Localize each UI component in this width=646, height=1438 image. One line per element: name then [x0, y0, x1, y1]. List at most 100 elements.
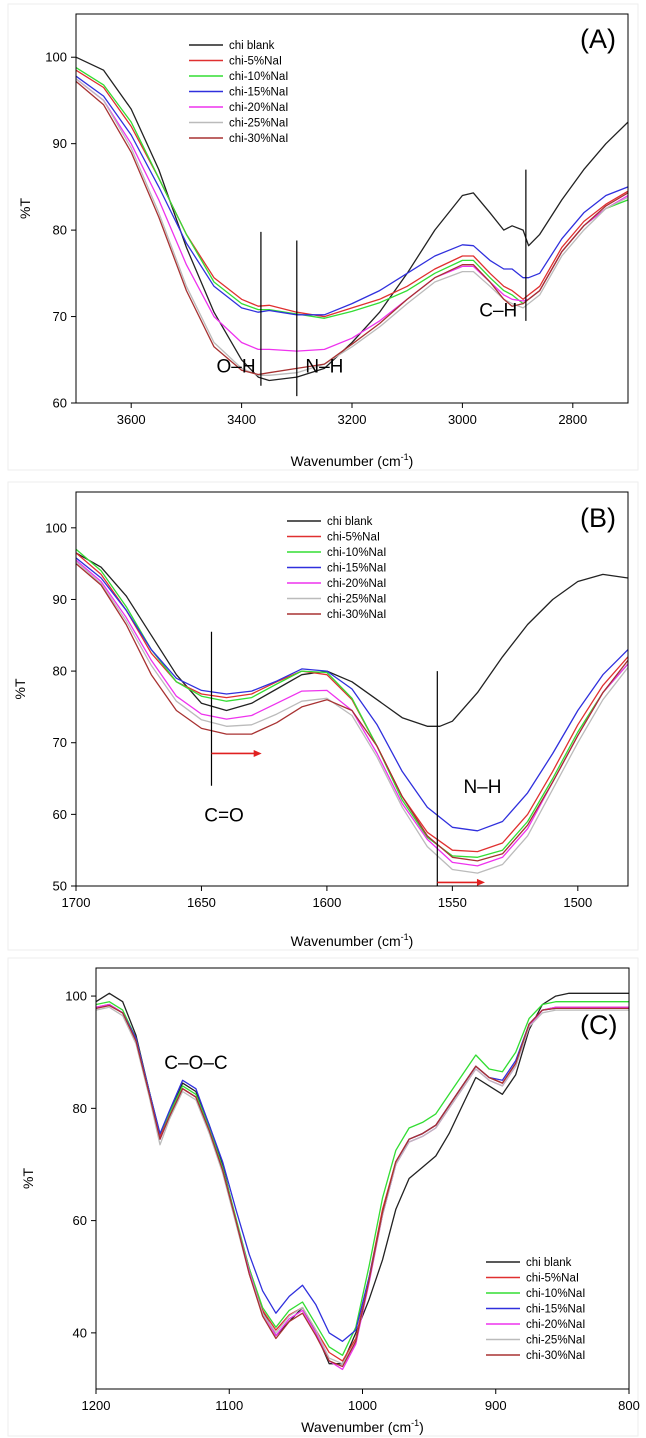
- x-tick-label: 1650: [187, 895, 216, 910]
- series-line-5: [76, 561, 628, 874]
- x-axis-label-superscript: -1: [401, 452, 409, 462]
- legend-label: chi-5%NaI: [327, 532, 380, 544]
- panel-label: (A): [580, 24, 616, 54]
- x-tick-label: 1200: [82, 1398, 111, 1413]
- legend-label: chi-30%NaI: [526, 1350, 585, 1362]
- series-line-0: [76, 552, 628, 727]
- legend-label: chi-30%NaI: [229, 133, 288, 145]
- y-tick-label: 100: [45, 50, 67, 65]
- legend-label: chi-10%NaI: [526, 1288, 585, 1300]
- x-tick-label: 3400: [227, 412, 256, 427]
- y-tick-label: 40: [73, 1325, 87, 1340]
- x-axis-label: Wavenumber (cm-1): [301, 1418, 424, 1435]
- series-line-5: [76, 78, 628, 376]
- y-tick-label: 60: [53, 807, 67, 822]
- y-tick-label: 50: [53, 879, 67, 894]
- peak-annotation-0: C=O: [204, 806, 244, 827]
- chart-panel-1: 1700 1650 1600 1550 1500 50 60 70 80 90 100 Wavenum…: [7, 481, 639, 951]
- y-tick-label: 100: [65, 989, 87, 1004]
- panel-background: [7, 3, 639, 471]
- chart-panel-0: 3600 3400 3200 3000 2800 60 70 80 90 100 Wavenumbe…: [7, 3, 639, 471]
- legend-label: chi-25%NaI: [327, 594, 386, 606]
- x-tick-label: 3000: [448, 412, 477, 427]
- y-tick-label: 90: [53, 592, 67, 607]
- y-tick-label: 80: [53, 223, 67, 238]
- x-axis-label: Wavenumber (cm-1): [291, 452, 414, 469]
- peak-annotation-0: O–H: [217, 357, 256, 378]
- legend-label: chi-5%NaI: [526, 1273, 579, 1285]
- peak-annotation-1: N–H: [305, 357, 343, 378]
- x-axis-label-text: Wavenumber (cm: [291, 933, 401, 949]
- series-group: [96, 992, 629, 1371]
- legend-label: chi blank: [327, 516, 373, 528]
- legend-label: chi-25%NaI: [229, 118, 288, 130]
- series-line-6: [76, 80, 628, 376]
- x-tick-label: 800: [618, 1398, 640, 1413]
- legend-label: chi-20%NaI: [229, 102, 288, 114]
- series-line-6: [96, 1004, 629, 1368]
- x-tick-label: 3600: [117, 412, 146, 427]
- series-group: [76, 548, 628, 874]
- legend-label: chi-5%NaI: [229, 56, 282, 68]
- panel-background: [7, 957, 639, 1437]
- legend-label: chi-15%NaI: [327, 563, 386, 575]
- legend-label: chi blank: [229, 40, 275, 52]
- y-axis-label: %T: [12, 678, 28, 699]
- x-axis-label-superscript: -1: [411, 1418, 419, 1428]
- legend-label: chi-30%NaI: [327, 609, 386, 621]
- series-line-1: [76, 69, 628, 318]
- y-axis-label: %T: [17, 198, 33, 219]
- y-tick-label: 80: [73, 1101, 87, 1116]
- series-line-5: [96, 1006, 629, 1365]
- x-axis-label-text: Wavenumber (cm: [301, 1419, 411, 1435]
- series-line-3: [76, 557, 628, 832]
- panel-label: (C): [580, 1010, 617, 1040]
- x-axis-label-superscript: -1: [401, 932, 409, 942]
- x-tick-label: 900: [485, 1398, 507, 1413]
- x-axis-label-close: ): [419, 1419, 424, 1435]
- x-tick-label: 1100: [215, 1398, 243, 1413]
- x-axis-label: Wavenumber (cm-1): [291, 932, 414, 949]
- series-line-2: [76, 548, 628, 858]
- shift-arrow-head-1: [476, 878, 485, 886]
- legend-label: chi-20%NaI: [327, 578, 386, 590]
- x-axis-label-text: Wavenumber (cm: [291, 453, 401, 469]
- y-tick-label: 70: [53, 735, 67, 750]
- legend-label: chi-20%NaI: [526, 1319, 585, 1331]
- x-axis-label-close: ): [409, 933, 414, 949]
- legend: chi blank chi-5%NaI chi-10%NaI chi-15%NaI ch…: [287, 516, 386, 621]
- legend: chi blank chi-5%NaI chi-10%NaI chi-15%NaI ch…: [189, 40, 288, 145]
- legend-label: chi blank: [526, 1257, 572, 1269]
- x-axis-label-close: ): [409, 453, 414, 469]
- y-tick-label: 70: [53, 309, 67, 324]
- legend-label: chi-10%NaI: [327, 547, 386, 559]
- series-line-6: [76, 563, 628, 862]
- series-line-3: [76, 75, 628, 316]
- y-tick-label: 60: [73, 1213, 87, 1228]
- panel-label: (B): [580, 503, 616, 533]
- legend-label: chi-25%NaI: [526, 1335, 585, 1347]
- y-tick-label: 80: [53, 664, 67, 679]
- legend: chi blank chi-5%NaI chi-10%NaI chi-15%NaI ch…: [486, 1257, 585, 1362]
- legend-label: chi-15%NaI: [526, 1304, 585, 1316]
- y-tick-label: 90: [53, 136, 67, 151]
- y-axis-label: %T: [20, 1168, 36, 1189]
- series-line-2: [96, 1001, 629, 1356]
- panel-background: [7, 481, 639, 951]
- shift-arrow-head-0: [253, 749, 262, 757]
- x-tick-label: 1550: [438, 895, 467, 910]
- x-tick-label: 1700: [62, 895, 91, 910]
- x-tick-label: 3200: [338, 412, 367, 427]
- chart-panel-2: 1200 1100 1000 900 800 40 60 80 100 Wavenumber (c…: [7, 957, 640, 1437]
- legend-label: chi-10%NaI: [229, 71, 288, 83]
- x-tick-label: 1600: [312, 895, 341, 910]
- peak-annotation-0: C–O–C: [164, 1053, 227, 1074]
- x-tick-label: 2800: [558, 412, 587, 427]
- y-tick-label: 100: [45, 520, 67, 535]
- peak-annotation-2: C–H: [479, 301, 517, 322]
- legend-label: chi-15%NaI: [229, 87, 288, 99]
- y-tick-label: 60: [53, 396, 67, 411]
- plot-frame: [75, 491, 629, 887]
- series-group: [76, 56, 628, 382]
